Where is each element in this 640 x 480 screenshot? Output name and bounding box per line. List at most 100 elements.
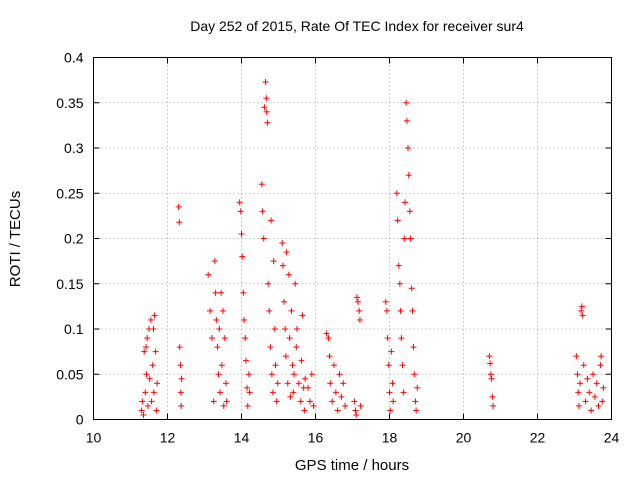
- data-point: [269, 389, 276, 396]
- data-point: [138, 407, 145, 414]
- data-point: [214, 344, 221, 351]
- data-point: [588, 407, 595, 414]
- data-point: [386, 389, 393, 396]
- data-point: [260, 235, 267, 242]
- y-tick-label: 0.35: [56, 95, 83, 111]
- data-point: [325, 335, 332, 342]
- x-tick-label: 22: [530, 430, 546, 446]
- data-point: [310, 402, 317, 409]
- data-point: [600, 384, 607, 391]
- x-tick-label: 16: [308, 430, 324, 446]
- data-point: [264, 119, 271, 126]
- data-point: [405, 172, 412, 179]
- data-points: [138, 78, 607, 418]
- data-point: [242, 357, 249, 364]
- axis-ticks: 10 12 14 16 18 20 22 24 0 0.05 0.1 0.15 0.2 0.25 0.3 0.…: [56, 50, 619, 446]
- data-point: [586, 389, 593, 396]
- data-point: [176, 344, 183, 351]
- data-point: [268, 217, 275, 224]
- chart-title: Day 252 of 2015, Rate Of TEC Index for r…: [190, 18, 524, 34]
- data-point: [177, 362, 184, 369]
- data-point: [295, 380, 302, 387]
- x-tick-label: 10: [86, 430, 102, 446]
- data-point: [305, 384, 312, 391]
- data-point: [352, 407, 359, 414]
- data-point: [290, 389, 297, 396]
- data-point: [334, 407, 341, 414]
- data-point: [261, 104, 268, 111]
- data-point: [340, 380, 347, 387]
- data-point: [215, 371, 222, 378]
- data-point: [411, 371, 418, 378]
- data-point: [593, 380, 600, 387]
- data-point: [487, 360, 494, 367]
- data-point: [353, 294, 360, 301]
- data-point: [577, 380, 584, 387]
- x-tick-label: 18: [382, 430, 398, 446]
- x-tick-label: 20: [456, 430, 472, 446]
- data-point: [239, 253, 246, 260]
- data-point: [490, 402, 497, 409]
- data-point: [578, 303, 585, 310]
- data-point: [394, 217, 401, 224]
- data-point: [284, 380, 291, 387]
- data-point: [150, 326, 157, 332]
- data-point: [274, 380, 281, 387]
- data-point: [241, 316, 248, 323]
- data-point: [207, 307, 214, 314]
- data-point: [301, 407, 308, 414]
- x-tick-label: 12: [160, 430, 176, 446]
- data-point: [488, 375, 495, 382]
- x-tick-label: 14: [234, 430, 250, 446]
- data-point: [580, 362, 587, 369]
- data-point: [270, 258, 277, 265]
- data-point: [283, 249, 290, 256]
- data-point: [297, 398, 304, 405]
- data-point: [140, 411, 147, 418]
- data-point: [410, 344, 417, 351]
- data-point: [266, 307, 273, 314]
- data-point: [574, 371, 581, 378]
- data-point: [351, 398, 358, 405]
- data-point: [152, 348, 159, 355]
- data-point: [573, 353, 580, 360]
- data-point: [149, 362, 156, 369]
- data-point: [282, 353, 289, 360]
- x-axis-title: GPS time / hours: [295, 457, 409, 474]
- data-point: [575, 389, 582, 396]
- data-point: [141, 348, 148, 355]
- data-point: [598, 353, 605, 360]
- data-point: [409, 307, 416, 314]
- data-point: [178, 402, 185, 409]
- data-point: [272, 362, 279, 369]
- data-point: [273, 398, 280, 405]
- data-point: [384, 335, 391, 342]
- data-point: [146, 375, 153, 382]
- data-point: [338, 393, 345, 400]
- data-point: [144, 402, 151, 409]
- data-point: [302, 375, 309, 382]
- data-point: [282, 326, 289, 332]
- data-point: [216, 326, 223, 332]
- data-point: [143, 344, 150, 351]
- data-point: [382, 298, 389, 305]
- data-point: [154, 380, 161, 387]
- data-point: [238, 230, 245, 237]
- data-point: [414, 384, 421, 391]
- data-point: [258, 181, 265, 188]
- data-point: [142, 389, 149, 396]
- data-point: [590, 371, 596, 378]
- data-point: [401, 235, 408, 242]
- y-tick-label: 0.3: [64, 140, 84, 156]
- data-point: [211, 258, 218, 265]
- data-point: [578, 307, 585, 314]
- data-point: [329, 398, 336, 405]
- data-point: [279, 240, 286, 247]
- data-point: [150, 389, 157, 396]
- data-point: [400, 389, 407, 396]
- data-point: [575, 402, 582, 409]
- data-point: [402, 199, 409, 206]
- data-point: [308, 371, 315, 378]
- data-point: [210, 398, 217, 405]
